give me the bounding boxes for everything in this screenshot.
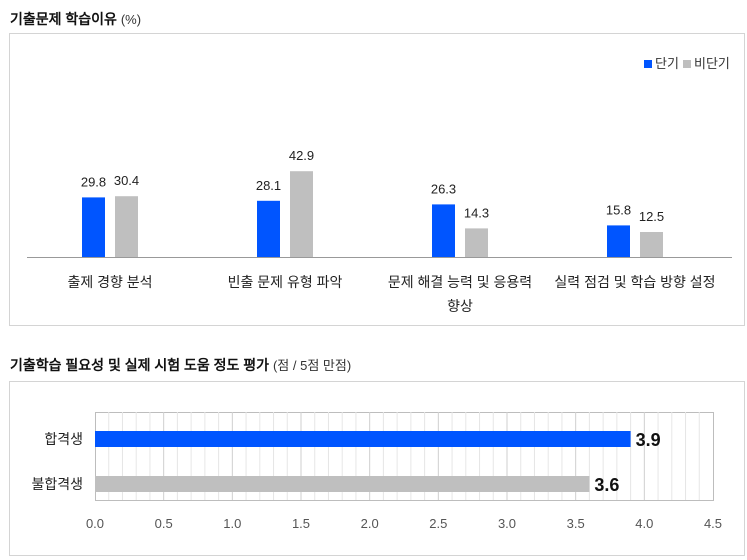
bar-불합격생 — [95, 476, 590, 492]
category-label: 불합격생 — [31, 476, 83, 492]
bar-4-비단기 — [640, 232, 663, 257]
chart1-legend: 단기 비단기 — [644, 56, 730, 71]
chart2-panel: 0.0 0.5 1.0 1.5 2.0 2.5 3.0 3.5 4.0 4.5 3.9 합격생 3.6 불… — [9, 381, 745, 556]
x-tick-label: 3.5 — [567, 516, 585, 531]
bar-value-label: 29.8 — [81, 174, 106, 189]
rating-bar-chart: 0.0 0.5 1.0 1.5 2.0 2.5 3.0 3.5 4.0 4.5 3.9 합격생 3.6 불… — [31, 412, 722, 531]
bar-value-label: 14.3 — [464, 205, 489, 220]
chart2-title-text: 기출학습 필요성 및 실제 시험 도움 정도 평가 — [10, 357, 270, 373]
x-tick-label: 3.0 — [498, 516, 516, 531]
x-tick-label: 0.0 — [86, 516, 104, 531]
category-label: 문제 해결 능력 및 응용력 — [388, 274, 532, 290]
bar-value-label: 28.1 — [256, 178, 281, 193]
chart1-unit: (%) — [120, 12, 142, 27]
legend-swatch-1 — [644, 60, 652, 68]
bar-value-label: 3.9 — [636, 430, 661, 450]
bar-value-label: 26.3 — [431, 181, 456, 196]
bar-3-비단기 — [465, 228, 488, 257]
bar-합격생 — [95, 431, 631, 447]
chart1-title: 기출문제 학습이유 (%) — [10, 9, 141, 29]
category-label: 실력 점검 및 학습 방향 설정 — [554, 274, 715, 290]
bar-3-단기 — [432, 204, 455, 257]
x-tick-label: 0.5 — [155, 516, 173, 531]
x-tick-label: 1.0 — [223, 516, 241, 531]
bar-value-label: 3.6 — [594, 475, 619, 495]
legend-swatch-2 — [683, 60, 691, 68]
category-label: 출제 경향 분석 — [67, 274, 152, 290]
bar-4-단기 — [607, 225, 630, 257]
bar-2-비단기 — [290, 171, 313, 257]
legend-label-1: 단기 — [655, 56, 679, 71]
chart1-title-text: 기출문제 학습이유 — [10, 11, 117, 27]
chart2-title: 기출학습 필요성 및 실제 시험 도움 정도 평가 (점 / 5점 만점) — [10, 355, 351, 375]
category-label: 빈출 문제 유형 파악 — [228, 274, 343, 290]
x-tick-label: 1.5 — [292, 516, 310, 531]
bar-value-label: 42.9 — [289, 148, 314, 163]
bar-value-label: 12.5 — [639, 209, 664, 224]
x-tick-label: 2.0 — [361, 516, 379, 531]
category-label: 합격생 — [44, 431, 83, 447]
legend-label-2: 비단기 — [694, 56, 730, 71]
bar-1-비단기 — [115, 196, 138, 257]
bar-1-단기 — [82, 197, 105, 257]
chart2-unit: (점 / 5점 만점) — [272, 358, 352, 373]
bar-value-label: 30.4 — [114, 173, 139, 188]
plot-area — [95, 412, 714, 501]
x-tick-label: 2.5 — [429, 516, 447, 531]
x-tick-label: 4.0 — [635, 516, 653, 531]
bar-value-label: 15.8 — [606, 202, 631, 217]
category-label: 향상 — [447, 298, 473, 314]
bar-2-단기 — [257, 200, 280, 257]
reasons-bar-chart: 단기 비단기 29.8 30.4 출제 경향 분석 28.1 42.9 빈출 문제 유형 파악… — [27, 56, 732, 314]
chart1-panel: 단기 비단기 29.8 30.4 출제 경향 분석 28.1 42.9 빈출 문제 유형 파악… — [9, 33, 745, 326]
x-tick-label: 4.5 — [704, 516, 722, 531]
